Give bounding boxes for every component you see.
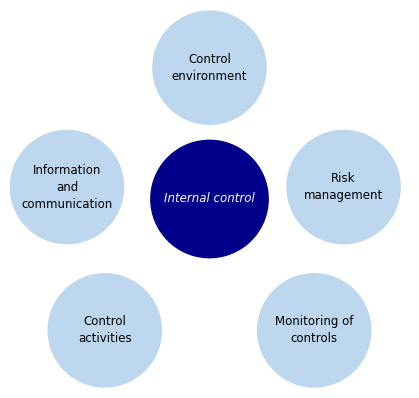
Text: Control
environment: Control environment (172, 53, 247, 83)
Polygon shape (258, 274, 371, 387)
Polygon shape (153, 11, 266, 124)
Polygon shape (10, 131, 124, 244)
Text: Internal control: Internal control (164, 193, 255, 205)
Text: Information
and
communication: Information and communication (21, 164, 113, 211)
Text: Control
activities: Control activities (78, 315, 132, 345)
Text: Monitoring of
controls: Monitoring of controls (275, 315, 354, 345)
Polygon shape (48, 274, 161, 387)
Text: Risk
management: Risk management (304, 172, 383, 202)
Polygon shape (151, 140, 268, 258)
Polygon shape (287, 131, 400, 244)
